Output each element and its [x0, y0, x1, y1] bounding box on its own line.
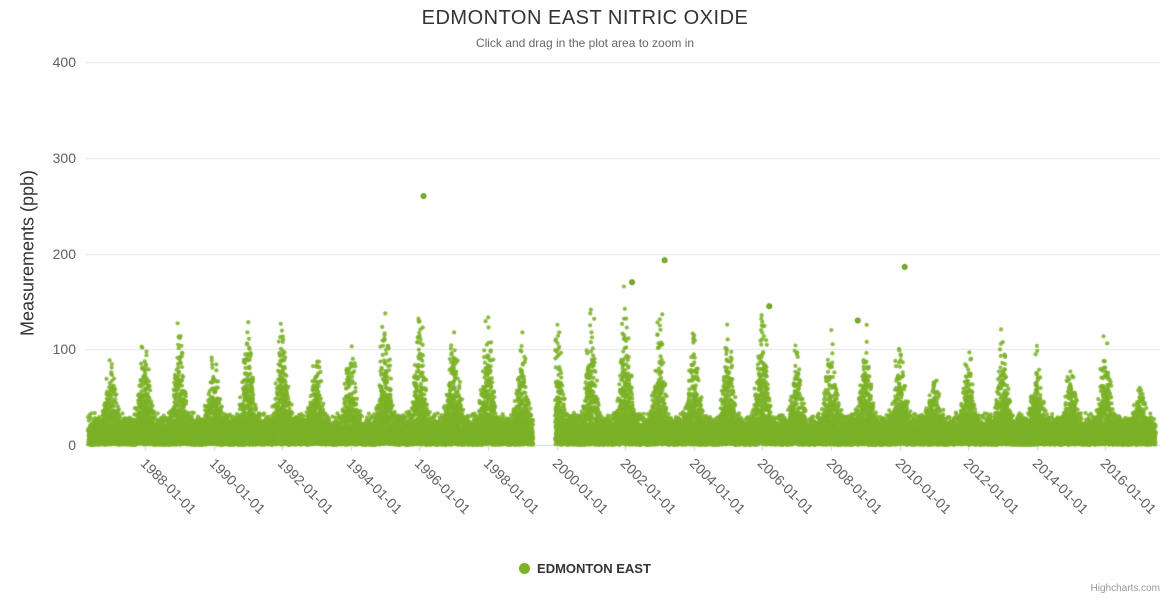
y-axis-tick-label: 0 [68, 437, 76, 453]
legend: EDMONTON EAST [0, 561, 1170, 576]
chart-subtitle: Click and drag in the plot area to zoom … [475, 36, 695, 50]
highcharts-credit-link[interactable]: Highcharts.com [1090, 583, 1160, 594]
legend-item-edmonton-east[interactable]: EDMONTON EAST [519, 561, 651, 576]
y-axis-tick-label: 100 [52, 341, 76, 358]
y-axis-tick-label: 400 [52, 54, 76, 70]
legend-marker-icon [519, 563, 531, 574]
y-axis-tick-label: 200 [52, 245, 76, 262]
chart-title: EDMONTON EAST NITRIC OXIDE [421, 7, 749, 29]
legend-label: EDMONTON EAST [537, 561, 651, 576]
y-axis-tick-label: 300 [52, 149, 76, 166]
